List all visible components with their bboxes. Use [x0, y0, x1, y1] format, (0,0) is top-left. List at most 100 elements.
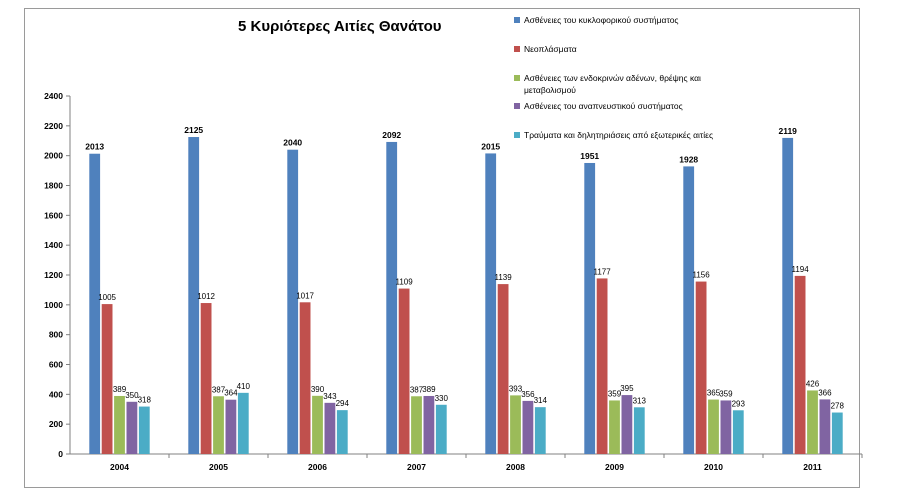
data-label: 1928	[679, 154, 698, 164]
bar	[497, 284, 509, 454]
y-tick-label: 0	[58, 449, 63, 459]
bar	[732, 410, 744, 454]
x-tick-label: 2011	[803, 462, 822, 472]
data-label: 410	[237, 382, 251, 391]
bar	[89, 153, 101, 455]
data-label: 293	[732, 399, 746, 408]
chart-title: 5 Κυριότερες Αιτίες Θανάτου	[238, 18, 442, 35]
data-label: 393	[509, 384, 523, 393]
data-label: 2015	[481, 141, 500, 151]
data-label: 390	[311, 385, 325, 394]
legend-item-neoplasms: Νεοπλάσματα	[514, 43, 754, 55]
y-tick-label: 1800	[44, 181, 63, 191]
data-label: 1139	[494, 273, 512, 282]
data-label: 313	[633, 396, 647, 405]
legend-item-injuries: Τραύματα και δηλητηριάσεις από εξωτερικέ…	[514, 129, 754, 141]
legend-swatch	[514, 75, 520, 81]
bar	[423, 395, 435, 454]
bar	[807, 390, 818, 454]
bar	[200, 303, 212, 454]
y-tick-label: 1000	[44, 300, 63, 310]
bar	[522, 400, 534, 454]
legend-label: Ασθένειες των ενδοκρινών αδένων, θρέψης …	[524, 73, 701, 95]
bar	[138, 406, 150, 454]
data-label: 356	[521, 390, 535, 399]
data-label: 2125	[184, 125, 203, 135]
y-tick-label: 400	[49, 389, 63, 399]
data-label: 395	[620, 384, 634, 393]
x-tick-label: 2006	[308, 462, 327, 472]
x-tick-label: 2004	[110, 462, 129, 472]
legend-swatch	[514, 46, 520, 52]
bar	[213, 396, 224, 454]
data-label: 359	[608, 389, 622, 398]
bar	[683, 166, 695, 454]
data-label: 1017	[296, 291, 314, 300]
bar	[114, 395, 125, 454]
data-label: 426	[806, 379, 820, 388]
y-tick-label: 200	[49, 419, 63, 429]
bar	[225, 399, 237, 454]
bar	[287, 149, 299, 454]
bar	[312, 395, 323, 454]
bar	[609, 400, 620, 454]
bar	[695, 281, 707, 454]
data-label: 1012	[197, 292, 215, 301]
bar	[819, 399, 831, 454]
bar	[633, 407, 645, 454]
data-label: 366	[818, 388, 832, 397]
x-tick-label: 2010	[704, 462, 723, 472]
x-tick-label: 2009	[605, 462, 624, 472]
legend-swatch	[514, 17, 520, 23]
bar	[794, 275, 806, 454]
data-label: 2092	[382, 130, 401, 140]
bar	[584, 162, 596, 454]
data-label: 2040	[283, 138, 302, 148]
data-label: 1194	[791, 265, 809, 274]
data-label: 330	[435, 394, 449, 403]
bar	[782, 137, 794, 454]
data-label: 387	[410, 385, 424, 394]
legend-label: Ασθένειες του αναπνευστικού συστήματος	[524, 101, 683, 111]
y-tick-label: 2400	[44, 91, 63, 101]
bar	[831, 412, 843, 454]
bar	[720, 400, 732, 454]
data-label: 2119	[778, 126, 797, 136]
x-tick-label: 2008	[506, 462, 525, 472]
data-label: 2013	[85, 142, 104, 152]
data-label: 389	[422, 385, 436, 394]
y-tick-label: 1400	[44, 240, 63, 250]
bar	[386, 141, 398, 454]
bar	[485, 153, 497, 454]
legend-item-endocrine: Ασθένειες των ενδοκρινών αδένων, θρέψης …	[514, 72, 754, 96]
bar	[621, 395, 633, 454]
y-tick-label: 2000	[44, 151, 63, 161]
data-label: 389	[113, 385, 127, 394]
y-tick-label: 1200	[44, 270, 63, 280]
bar	[299, 302, 311, 454]
legend-item-circulatory: Ασθένειες του κυκλοφορικού συστήματος	[514, 14, 754, 26]
data-label: 278	[831, 402, 845, 411]
bar	[126, 401, 138, 454]
bar	[596, 278, 608, 454]
data-label: 387	[212, 385, 226, 394]
bar	[188, 137, 200, 455]
data-label: 343	[323, 392, 337, 401]
legend-item-respiratory: Ασθένειες του αναπνευστικού συστήματος	[514, 100, 754, 112]
legend-swatch	[514, 103, 520, 109]
data-label: 1109	[395, 278, 413, 287]
data-label: 359	[719, 389, 733, 398]
bar	[336, 410, 348, 454]
bar	[534, 407, 546, 454]
legend-swatch	[514, 132, 520, 138]
data-label: 350	[125, 391, 139, 400]
bar	[398, 288, 410, 454]
bar	[237, 392, 249, 454]
data-label: 1951	[580, 151, 599, 161]
y-tick-label: 800	[49, 330, 63, 340]
data-label: 318	[138, 396, 152, 405]
legend-label: Τραύματα και δηλητηριάσεις από εξωτερικέ…	[524, 130, 714, 140]
data-label: 314	[534, 396, 548, 405]
bar	[435, 404, 447, 454]
